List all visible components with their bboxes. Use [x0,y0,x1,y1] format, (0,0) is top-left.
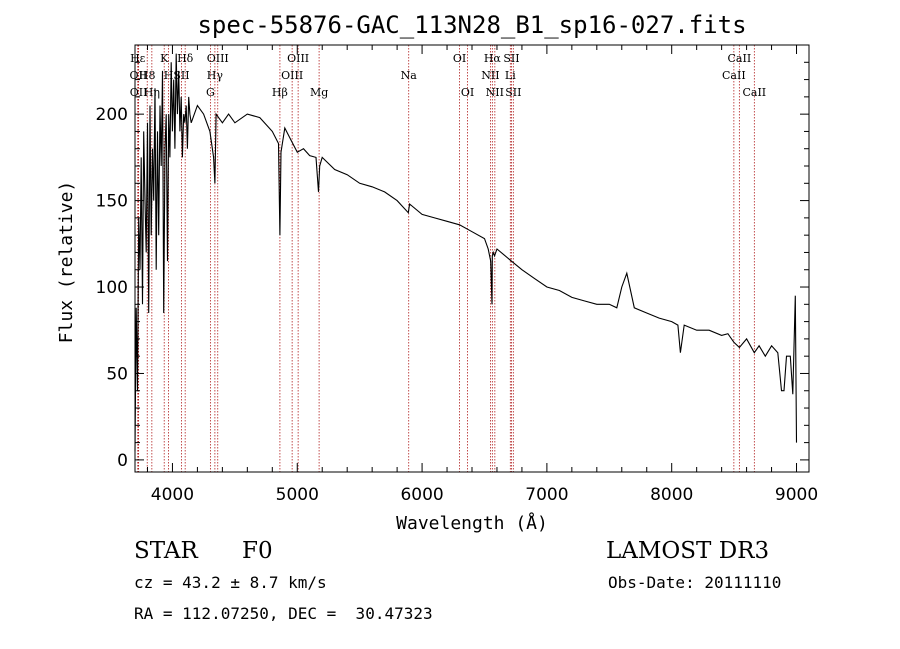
spectral-line-label: NII [486,86,504,99]
x-tick-label: 7000 [525,485,568,505]
spectral-line-label: SII [503,52,519,65]
y-tick-label: 100 [96,278,128,298]
y-tick-label: 50 [106,364,128,384]
spectral-line-label: OIII [281,69,303,82]
spectral-line-label: Hε [130,52,146,65]
spectral-line-label: Hδ [177,52,194,65]
spectral-line-label: K [160,52,169,65]
spectral-line-label: CaII [742,86,766,99]
x-tick-label: 9000 [775,485,818,505]
x-tick-label: 8000 [650,485,693,505]
plot-frame [134,44,810,473]
spectral-line-label: Mg [310,86,328,99]
observation-date: Obs-Date: 20111110 [608,573,782,592]
spectral-line-label: Na [401,69,418,82]
spectral-line-label: Hη [144,86,160,99]
spectral-line-label: H8 [139,69,156,82]
y-tick-label: 200 [96,105,128,125]
spectral-line-label: Li [505,69,516,82]
spectral-line-label: OIII [287,52,309,65]
spectral-line-label: G [206,86,215,99]
spectral-line-label: OII [130,69,148,82]
y-tick-label: 150 [96,192,128,212]
spectral-line-label: OI [461,86,474,99]
spectral-line-label: OIII [207,52,229,65]
spectral-line-label: H [164,69,174,82]
survey-name: LAMOST DR3 [606,538,770,564]
spectral-line-label: Hγ [207,69,224,82]
object-subclass: F0 [242,538,273,564]
x-axis-label: Wavelength (Å) [396,512,548,534]
x-axis: 4000 5000 6000 7000 8000 9000 [146,45,818,505]
y-axis: 0 50 100 150 200 [96,44,809,471]
sky-coordinates: RA = 112.07250, DEC = 30.47323 [134,604,433,623]
object-class: STAR [134,538,198,564]
spectral-line-label: SII [173,69,189,82]
spectrum-line [134,53,798,452]
x-tick-label: 4000 [151,485,194,505]
spectral-line-label: SII [505,86,521,99]
spectral-line-label: Hα [484,52,502,65]
spectral-line-label: CaII [728,52,752,65]
y-axis-label: Flux (relative) [56,181,77,344]
spectral-line-label: Hβ [272,86,288,99]
redshift-value: cz = 43.2 ± 8.7 km/s [134,573,327,592]
spectral-line-markers [137,45,755,472]
spectral-line-label: OII [130,86,148,99]
y-tick-label: 0 [117,451,128,471]
spectral-line-label: NII [481,69,499,82]
chart-title: spec-55876-GAC_113N28_B1_sp16-027.fits [197,11,746,39]
x-tick-label: 6000 [400,485,443,505]
spectral-line-label: CaII [722,69,746,82]
x-tick-label: 5000 [276,485,319,505]
spectral-line-label: OI [453,52,466,65]
